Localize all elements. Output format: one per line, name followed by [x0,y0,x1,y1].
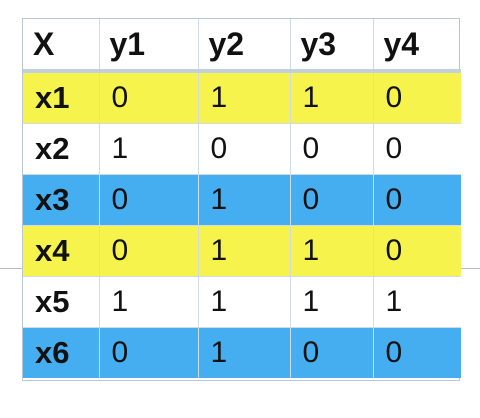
table-cell: 1 [290,276,374,328]
column-header-y2: y2 [198,19,291,73]
table-cell: 1 [290,70,374,124]
table-cell: 0 [198,123,291,175]
row-label: x1 [23,70,100,124]
table-cell: 1 [198,327,291,378]
table-cell: 0 [290,327,374,378]
table-row-x1: x1 0 1 1 0 [23,70,461,124]
table-cell: 1 [198,225,291,277]
table-row-x2: x2 1 0 0 0 [23,123,461,175]
table-cell: 0 [373,70,461,124]
table-row-x4: x4 0 1 1 0 [23,225,461,277]
table-cell: 1 [198,276,291,328]
column-header-y1: y1 [99,19,199,73]
table-cell: 0 [373,327,461,378]
table-cell: 0 [373,225,461,277]
table-cell: 0 [99,70,199,124]
data-table: X y1 y2 y3 y4 x1 0 1 1 0 x2 1 0 0 0 [23,19,461,378]
table-cell: 1 [99,123,199,175]
binary-relation-table: X y1 y2 y3 y4 x1 0 1 1 0 x2 1 0 0 0 [22,18,461,381]
row-label: x3 [23,174,100,226]
row-label: x6 [23,327,100,378]
table-cell: 0 [290,174,374,226]
table-cell: 0 [99,225,199,277]
row-label: x2 [23,123,100,175]
row-label: x4 [23,225,100,277]
table-cell: 0 [99,174,199,226]
table-cell: 1 [373,276,461,328]
row-label: x5 [23,276,100,328]
table-cell: 0 [373,123,461,175]
table-cell: 0 [290,123,374,175]
column-header-y4: y4 [373,19,461,73]
table-row-x6: x6 0 1 0 0 [23,327,461,378]
table-cell: 0 [99,327,199,378]
table-cell: 1 [198,70,291,124]
header-row: X y1 y2 y3 y4 [23,19,461,73]
column-header-x: X [23,19,100,73]
table-cell: 1 [290,225,374,277]
table-cell: 0 [373,174,461,226]
column-header-y3: y3 [290,19,374,73]
table-cell: 1 [198,174,291,226]
table-row-x3: x3 0 1 0 0 [23,174,461,226]
table-row-x5: x5 1 1 1 1 [23,276,461,328]
table-cell: 1 [99,276,199,328]
